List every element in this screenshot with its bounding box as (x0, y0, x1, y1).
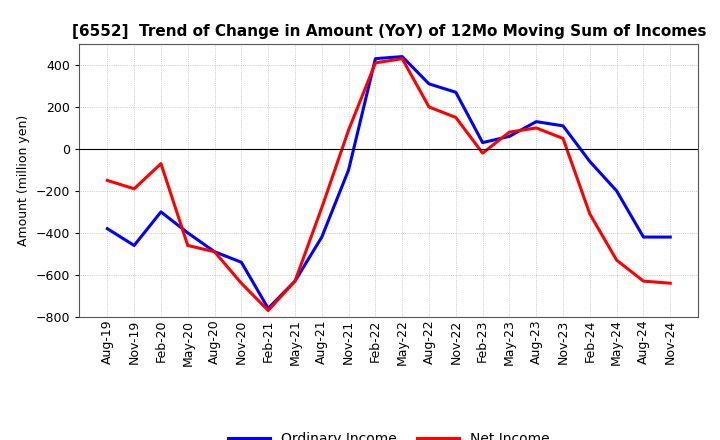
Net Income (505, 129, 514, 135)
Net Income (210, 249, 219, 254)
Ordinary Income (612, 188, 621, 194)
Line: Net Income: Net Income (107, 59, 670, 311)
Ordinary Income (451, 90, 460, 95)
Ordinary Income (639, 235, 648, 240)
Ordinary Income (130, 243, 138, 248)
Net Income (425, 104, 433, 110)
Ordinary Income (318, 235, 326, 240)
Net Income (344, 128, 353, 133)
Net Income (103, 178, 112, 183)
Line: Ordinary Income: Ordinary Income (107, 57, 670, 308)
Ordinary Income (210, 249, 219, 254)
Ordinary Income (666, 235, 675, 240)
Y-axis label: Amount (million yen): Amount (million yen) (17, 115, 30, 246)
Title: [6552]  Trend of Change in Amount (YoY) of 12Mo Moving Sum of Incomes: [6552] Trend of Change in Amount (YoY) o… (71, 24, 706, 39)
Legend: Ordinary Income, Net Income: Ordinary Income, Net Income (222, 427, 555, 440)
Net Income (478, 150, 487, 156)
Net Income (612, 257, 621, 263)
Ordinary Income (103, 226, 112, 231)
Ordinary Income (532, 119, 541, 124)
Ordinary Income (425, 81, 433, 87)
Net Income (264, 308, 272, 313)
Ordinary Income (371, 56, 379, 61)
Net Income (585, 211, 594, 216)
Net Income (371, 60, 379, 66)
Net Income (451, 115, 460, 120)
Ordinary Income (237, 260, 246, 265)
Net Income (130, 186, 138, 191)
Net Income (639, 279, 648, 284)
Net Income (532, 125, 541, 131)
Ordinary Income (344, 167, 353, 172)
Net Income (559, 136, 567, 141)
Ordinary Income (585, 159, 594, 164)
Net Income (237, 281, 246, 286)
Net Income (398, 56, 407, 61)
Ordinary Income (291, 279, 300, 284)
Ordinary Income (264, 306, 272, 311)
Ordinary Income (184, 230, 192, 235)
Ordinary Income (478, 140, 487, 145)
Ordinary Income (398, 54, 407, 59)
Ordinary Income (157, 209, 166, 215)
Ordinary Income (559, 123, 567, 128)
Net Income (666, 281, 675, 286)
Net Income (157, 161, 166, 166)
Ordinary Income (505, 134, 514, 139)
Net Income (291, 279, 300, 284)
Net Income (318, 205, 326, 210)
Net Income (184, 243, 192, 248)
